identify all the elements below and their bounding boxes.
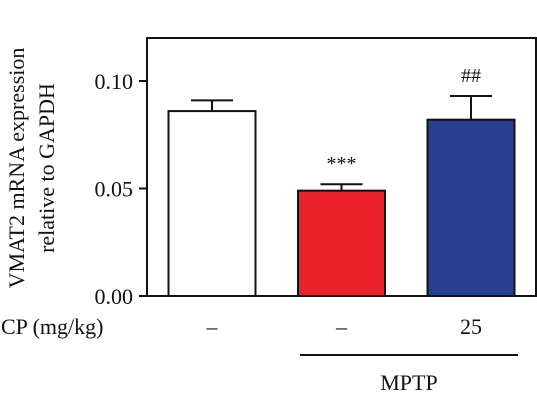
cp-dose-row-label: CP (mg/kg) — [1, 314, 103, 339]
y-tick-label-0: 0.00 — [95, 284, 134, 309]
bar-1 — [297, 189, 386, 297]
axes-layer: 0.00 0.05 0.10 – – 25 — [95, 37, 537, 339]
plot-frame — [146, 37, 537, 297]
y-axis-title-line1: VMAT2 mRNA expression — [4, 48, 29, 289]
y-tick-label-2: 0.10 — [95, 69, 134, 94]
cp-dose-value-0: – — [206, 314, 219, 339]
cp-dose-value-2: 25 — [460, 314, 482, 339]
cp-dose-value-1: – — [335, 314, 348, 339]
bar-0 — [167, 110, 257, 297]
significance-label-2: ## — [461, 65, 481, 87]
error-bars-layer: *** ## — [191, 65, 492, 191]
significance-label-1: *** — [327, 153, 357, 175]
bars-layer — [167, 110, 516, 297]
bar-2 — [426, 118, 516, 297]
mptp-group-label: MPTP — [380, 370, 437, 395]
y-axis-title-line2: relative to GAPDH — [34, 83, 59, 253]
y-tick-label-1: 0.05 — [95, 177, 134, 202]
